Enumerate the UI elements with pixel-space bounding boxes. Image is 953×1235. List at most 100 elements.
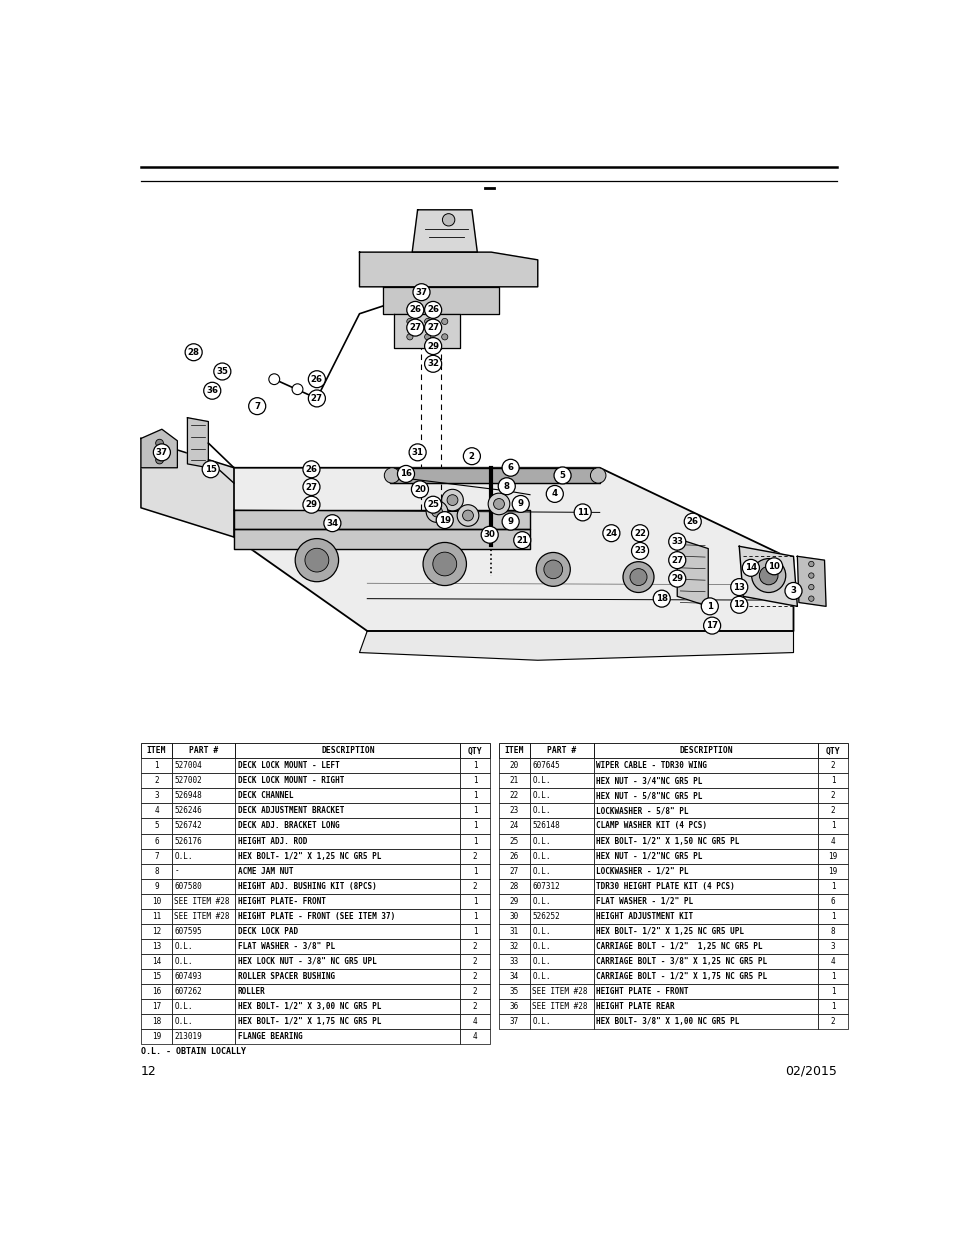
Circle shape — [590, 468, 605, 483]
Text: 27: 27 — [409, 324, 421, 332]
Bar — [141, 924, 172, 939]
Text: 1: 1 — [472, 836, 476, 846]
Circle shape — [631, 525, 648, 542]
Text: 2: 2 — [154, 777, 158, 785]
Text: 13: 13 — [733, 583, 744, 592]
Text: CARRIAGE BOLT - 3/8" X 1,25 NC GR5 PL: CARRIAGE BOLT - 3/8" X 1,25 NC GR5 PL — [596, 957, 766, 966]
Text: 8: 8 — [830, 926, 835, 936]
Text: TDR30 HEIGHT PLATE KIT (4 PCS): TDR30 HEIGHT PLATE KIT (4 PCS) — [596, 882, 734, 890]
Bar — [498, 894, 530, 909]
Bar — [498, 819, 530, 834]
Bar — [498, 788, 530, 804]
Polygon shape — [233, 530, 530, 548]
Bar — [141, 1029, 172, 1044]
Circle shape — [384, 468, 399, 483]
Circle shape — [413, 284, 430, 300]
Text: 527004: 527004 — [174, 762, 202, 771]
Text: DECK ADJ. BRACKET LONG: DECK ADJ. BRACKET LONG — [237, 821, 339, 830]
Text: 2: 2 — [830, 762, 835, 771]
Text: 27: 27 — [671, 556, 682, 564]
Polygon shape — [141, 438, 233, 537]
Bar — [235, 939, 459, 953]
Circle shape — [602, 525, 619, 542]
Text: 23: 23 — [509, 806, 518, 815]
Bar — [141, 758, 172, 773]
Bar — [818, 999, 847, 1014]
Circle shape — [808, 561, 813, 567]
Text: O.L.: O.L. — [532, 867, 550, 876]
Bar — [235, 819, 459, 834]
Text: SEE ITEM #28: SEE ITEM #28 — [532, 987, 587, 995]
Circle shape — [622, 562, 654, 593]
Text: -: - — [174, 867, 179, 876]
Bar — [459, 788, 489, 804]
Circle shape — [411, 480, 428, 498]
Bar — [235, 909, 459, 924]
Bar — [235, 848, 459, 863]
Text: O.L.: O.L. — [174, 957, 193, 966]
Bar — [459, 953, 489, 968]
Bar — [459, 999, 489, 1014]
Bar — [459, 863, 489, 878]
Bar — [593, 743, 818, 758]
Text: 8: 8 — [154, 867, 158, 876]
Circle shape — [683, 514, 700, 530]
Circle shape — [424, 356, 441, 372]
Bar — [498, 953, 530, 968]
Bar — [141, 848, 172, 863]
Bar — [593, 834, 818, 848]
Text: 18: 18 — [152, 1016, 161, 1026]
Circle shape — [501, 459, 518, 477]
Bar — [141, 909, 172, 924]
Text: 3: 3 — [154, 792, 158, 800]
Bar — [593, 983, 818, 999]
Text: 22: 22 — [634, 529, 645, 537]
Text: 4: 4 — [830, 957, 835, 966]
Text: 526252: 526252 — [532, 911, 559, 920]
Bar — [459, 819, 489, 834]
Bar — [818, 834, 847, 848]
Bar — [172, 848, 235, 863]
Text: 11: 11 — [577, 508, 588, 517]
Circle shape — [204, 383, 220, 399]
Circle shape — [493, 499, 504, 509]
Circle shape — [668, 534, 685, 550]
Circle shape — [463, 448, 480, 464]
Text: O.L.: O.L. — [532, 1016, 550, 1026]
Text: 27: 27 — [427, 324, 438, 332]
Text: 26: 26 — [509, 851, 518, 861]
Bar — [141, 773, 172, 788]
Bar — [235, 968, 459, 983]
Circle shape — [668, 552, 685, 568]
Polygon shape — [359, 252, 537, 287]
Circle shape — [759, 567, 778, 585]
Bar — [172, 999, 235, 1014]
Polygon shape — [233, 468, 793, 631]
Circle shape — [501, 514, 518, 530]
Circle shape — [730, 597, 747, 614]
Bar — [530, 953, 593, 968]
Text: O.L. - OBTAIN LOCALLY: O.L. - OBTAIN LOCALLY — [141, 1047, 246, 1056]
Bar — [459, 909, 489, 924]
Text: 607595: 607595 — [174, 926, 202, 936]
Text: FLAT WASHER - 1/2" PL: FLAT WASHER - 1/2" PL — [596, 897, 692, 905]
Bar — [593, 924, 818, 939]
Bar — [498, 968, 530, 983]
Bar — [141, 743, 172, 758]
Text: HEX BOLT- 1/2" X 3,00 NC GR5 PL: HEX BOLT- 1/2" X 3,00 NC GR5 PL — [237, 1002, 381, 1010]
Bar — [530, 999, 593, 1014]
Circle shape — [741, 559, 759, 577]
Text: O.L.: O.L. — [532, 851, 550, 861]
Bar — [530, 939, 593, 953]
Bar — [530, 819, 593, 834]
Circle shape — [703, 618, 720, 634]
Circle shape — [488, 493, 509, 515]
Text: DECK ADJUSTMENT BRACKET: DECK ADJUSTMENT BRACKET — [237, 806, 344, 815]
Text: O.L.: O.L. — [174, 1002, 193, 1010]
Text: 6: 6 — [154, 836, 158, 846]
Bar — [593, 863, 818, 878]
Bar — [459, 939, 489, 953]
Text: HEX BOLT- 1/2" X 1,75 NC GR5 PL: HEX BOLT- 1/2" X 1,75 NC GR5 PL — [237, 1016, 381, 1026]
Text: 4: 4 — [472, 1031, 476, 1041]
Text: PART #: PART # — [189, 746, 218, 756]
